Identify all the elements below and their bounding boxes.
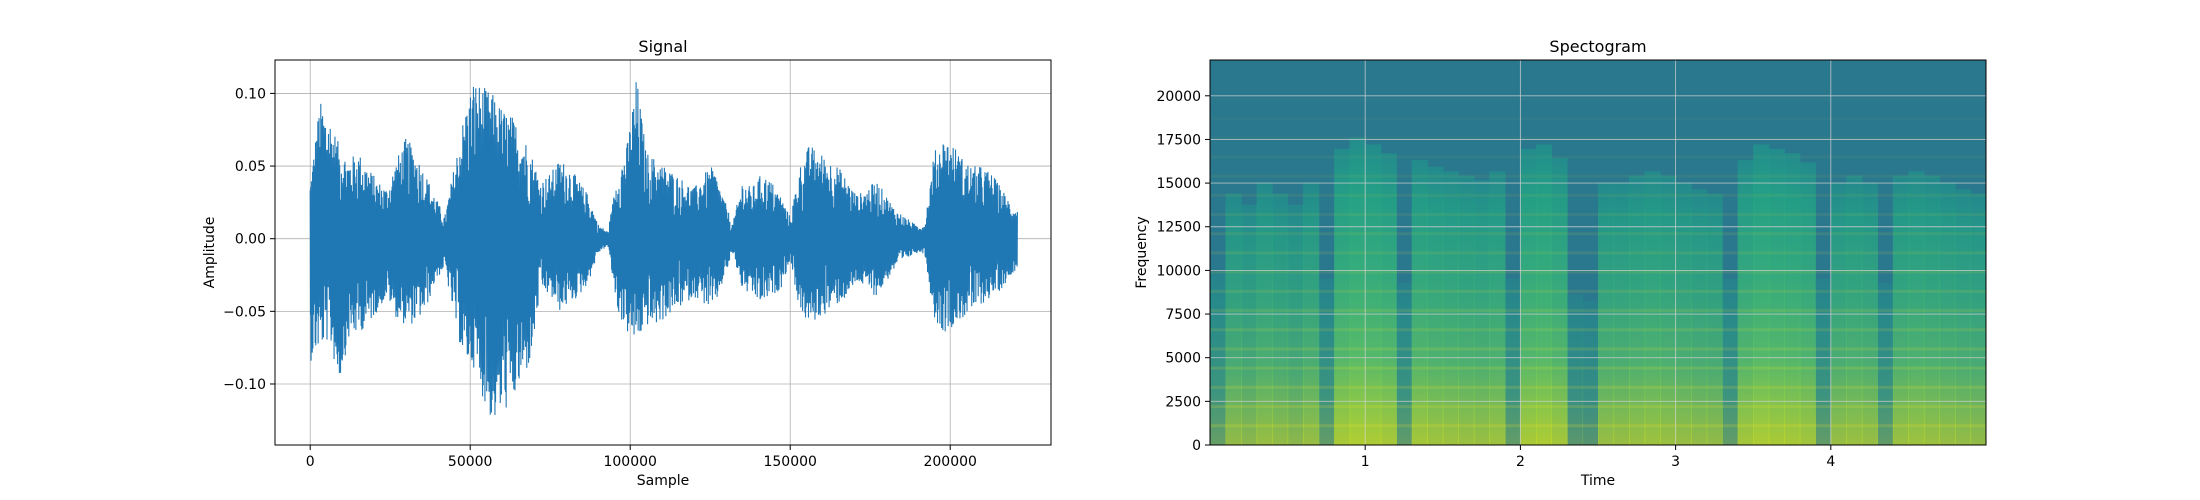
- spectrogram-column: [1892, 175, 1909, 445]
- spectrogram-column: [1365, 144, 1382, 445]
- spectrogram-column: [1877, 282, 1894, 445]
- spectrogram-column: [1520, 148, 1537, 445]
- spectrogram-column: [1396, 282, 1413, 445]
- spectrogram-column: [1427, 166, 1444, 445]
- spectrogram-plot-frame: [1209, 59, 1987, 446]
- spectrogram-column: [1737, 160, 1754, 445]
- spectrogram-column: [1473, 180, 1490, 445]
- spectrogram-column: [1954, 189, 1972, 445]
- spectrogram-column: [1644, 171, 1661, 445]
- signal-x-axis-label: Sample: [637, 473, 690, 489]
- spectrogram-heatmap: [1210, 60, 1986, 445]
- spectrogram-column: [1489, 171, 1506, 445]
- spectrogram-y-tick-label: 20000: [1156, 89, 1201, 105]
- spectrogram-grid: [1210, 60, 1986, 446]
- spectrogram-column: [1349, 137, 1366, 445]
- spectrogram-x-axis-label: Time: [1580, 473, 1615, 489]
- signal-y-axis-label: Amplitude: [202, 217, 218, 289]
- spectrogram-column: [1923, 175, 1941, 445]
- spectrogram-chart: Spectogram 1 2 3 4 0 2500 5000 7500 10000 12500 1…: [1134, 37, 1987, 489]
- spectrogram-x-tick-label: 4: [1826, 454, 1835, 470]
- spectrogram-y-tick-label: 7500: [1165, 307, 1201, 323]
- signal-y-tick-label: 0.05: [235, 159, 266, 175]
- spectrogram-column: [1411, 160, 1428, 445]
- signal-series: [309, 82, 1018, 415]
- spectrogram-column: [1815, 278, 1832, 445]
- spectrogram-y-tick-label: 12500: [1156, 220, 1201, 236]
- spectrogram-column: [1660, 175, 1677, 445]
- spectrogram-column: [1551, 157, 1568, 445]
- spectrogram-column: [1225, 193, 1242, 445]
- signal-y-tick-label: −0.05: [223, 304, 266, 320]
- spectrogram-chart-title: Spectogram: [1549, 37, 1646, 56]
- signal-y-tick-label: 0.10: [235, 86, 266, 102]
- spectrogram-column: [1753, 144, 1770, 445]
- spectrogram-y-axis-label: Frequency: [1134, 216, 1150, 288]
- spectrogram-column: [1272, 193, 1289, 445]
- spectrogram-y-tick-label: 10000: [1156, 263, 1201, 279]
- signal-y-tick-label: −0.10: [223, 377, 266, 393]
- spectrogram-column: [1458, 175, 1475, 445]
- spectrogram-column: [1535, 144, 1553, 445]
- spectrogram-y-tick-label: 17500: [1156, 132, 1201, 148]
- spectrogram-column: [1442, 171, 1459, 445]
- spectrogram-x-tick-label: 3: [1671, 454, 1680, 470]
- spectrogram-column: [1768, 148, 1785, 445]
- spectrogram-column: [1287, 204, 1304, 445]
- spectrogram-column: [1846, 175, 1863, 445]
- spectrogram-column: [1582, 300, 1599, 445]
- spectrogram-column: [1970, 193, 1986, 445]
- spectrogram-column: [1241, 204, 1258, 445]
- spectrogram-column: [1380, 153, 1397, 445]
- spectrogram-y-tick-label: 5000: [1165, 351, 1201, 367]
- signal-x-tick-label: 0: [306, 454, 315, 470]
- signal-y-tick-label: 0.00: [235, 232, 266, 248]
- spectrogram-column: [1784, 153, 1801, 445]
- signal-line: [309, 82, 1018, 415]
- signal-x-ticks: 0 50000 100000 150000 200000: [306, 445, 977, 470]
- spectrogram-column: [1566, 294, 1584, 445]
- spectrogram-y-tick-label: 2500: [1165, 394, 1201, 410]
- spectrogram-column: [1210, 271, 1227, 445]
- signal-chart: Signal 0 50000 100000 150000 200000 −0.10−0.…: [202, 37, 1052, 489]
- spectrogram-x-tick-label: 1: [1361, 454, 1370, 470]
- spectrogram-y-tick-label: 0: [1192, 438, 1201, 454]
- spectrogram-column: [1706, 193, 1723, 445]
- signal-plot-frame: [274, 59, 1052, 446]
- signal-x-tick-label: 100000: [603, 454, 656, 470]
- spectrogram-column: [1799, 162, 1816, 445]
- spectrogram-column: [1318, 278, 1335, 445]
- spectrogram-column: [1908, 171, 1925, 445]
- spectrogram-column: [1691, 189, 1708, 445]
- signal-chart-title: Signal: [638, 37, 687, 56]
- spectrogram-column: [1334, 148, 1351, 445]
- spectrogram-y-ticks: 0 2500 5000 7500 10000 12500 15000 17500 20000: [1156, 89, 1210, 454]
- spectrogram-column: [1722, 278, 1739, 445]
- signal-x-tick-label: 50000: [448, 454, 493, 470]
- signal-y-ticks: −0.10 −0.05 0.00 0.05 0.10: [223, 86, 275, 393]
- signal-x-tick-label: 150000: [763, 454, 816, 470]
- spectrogram-x-ticks: 1 2 3 4: [1361, 445, 1835, 470]
- spectrogram-column: [1504, 278, 1521, 445]
- spectrogram-x-tick-label: 2: [1516, 454, 1525, 470]
- signal-x-tick-label: 200000: [923, 454, 976, 470]
- spectrogram-column: [1629, 175, 1646, 445]
- spectrogram-y-tick-label: 15000: [1156, 176, 1201, 192]
